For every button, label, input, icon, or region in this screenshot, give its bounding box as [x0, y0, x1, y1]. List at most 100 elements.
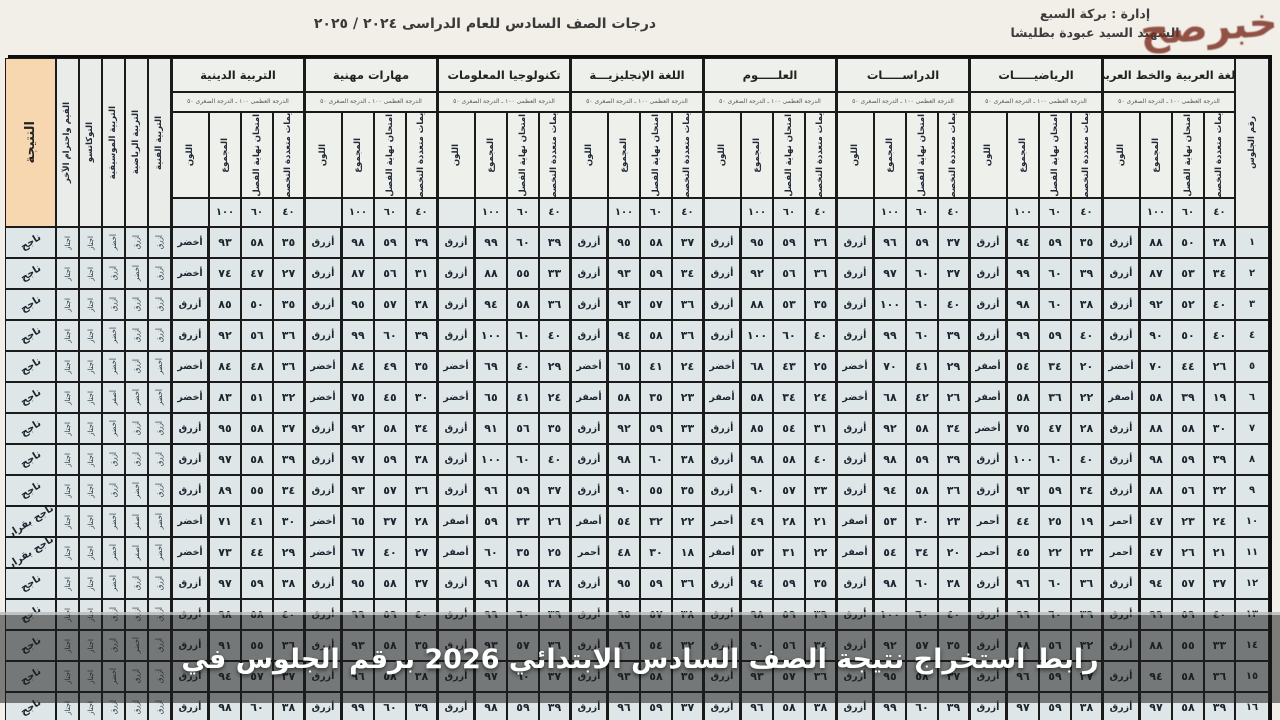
exam-mark-cell: ٥٨	[1172, 692, 1204, 720]
result-text: ناجح	[18, 294, 43, 315]
level-color-cell: أزرق	[969, 444, 1007, 475]
max-mark: ٦٠	[374, 198, 406, 227]
assessment-mark-cell: ٤٠	[539, 320, 570, 351]
level-color-cell: أخضر	[304, 351, 342, 382]
exam-mark-cell: ٥٦	[374, 258, 406, 289]
exam-mark-cell: ٤٢	[906, 382, 938, 413]
subheader-total: المجموع	[475, 112, 507, 198]
total-mark-cell: ٦٥	[475, 382, 507, 413]
exam-mark-cell: ٥٩	[1039, 320, 1071, 351]
activity-mark-cell-label: اجتاز	[86, 297, 95, 312]
assessment-mark-cell: ٣٩	[1071, 258, 1102, 289]
assessment-mark-cell: ٢٥	[805, 351, 836, 382]
level-color-cell: أزرق	[1102, 475, 1140, 506]
exam-mark-cell: ٥٨	[773, 444, 805, 475]
activity-mark-cell: اجتاز	[56, 320, 79, 351]
level-color-cell: أصفر	[703, 382, 741, 413]
level-color-cell: أزرق	[570, 320, 608, 351]
level-color-cell: أصفر	[570, 506, 608, 537]
caption-overlay: رابط استخراج نتيجة الصف السادس الابتدائي…	[0, 612, 1280, 703]
activity-mark-cell-label: اجتاز	[86, 328, 95, 343]
assessment-mark-cell: ٢٤	[1204, 506, 1235, 537]
activity-mark-cell: أخضر	[102, 506, 125, 537]
assessment-mark-cell: ٣٦	[938, 475, 969, 506]
max-mark: ٦٠	[640, 198, 672, 227]
level-color-cell: أصفر	[570, 382, 608, 413]
total-mark-cell: ٩٩	[475, 227, 507, 258]
activity-mark-cell: اجتاز	[79, 351, 102, 382]
assessment-mark-cell: ٣٧	[938, 258, 969, 289]
activity-mark-cell-label: أزرق	[109, 266, 118, 281]
level-color-cell: أزرق	[171, 413, 209, 444]
exam-mark-cell: ٣٤	[906, 537, 938, 568]
total-mark-cell: ٥٨	[1140, 382, 1172, 413]
total-mark-cell: ٩٣	[1007, 475, 1039, 506]
exam-mark-cell: ٣٧	[374, 506, 406, 537]
subheader-exam-label: امتحان نهاية الفصل	[650, 113, 661, 197]
activity-mark-cell: أزرق	[102, 475, 125, 506]
activity-mark-cell-label: أخضر	[155, 544, 164, 561]
assessment-mark-cell: ٣٥	[406, 351, 437, 382]
max-mark: ١٠٠	[741, 198, 773, 227]
activity-mark-cell: اجتاز	[79, 413, 102, 444]
level-color-cell: أزرق	[836, 289, 874, 320]
max-mark: ٦٠	[773, 198, 805, 227]
activity-mark-cell-label: أخضر	[109, 513, 118, 530]
level-color-cell: أزرق	[836, 475, 874, 506]
subheader-exam: امتحان نهاية الفصل	[640, 112, 672, 198]
level-color-cell: أزرق	[836, 413, 874, 444]
subheader-exam: امتحان نهاية الفصل	[241, 112, 273, 198]
activity-header-label: التربية الفنية	[154, 115, 165, 170]
level-color-cell: أزرق	[570, 413, 608, 444]
activity-mark-cell: أزرق	[125, 568, 148, 599]
subheader-exam: امتحان نهاية الفصل	[1172, 112, 1204, 198]
activity-mark-cell: أزرق	[148, 227, 171, 258]
total-mark-cell: ٨٤	[209, 351, 241, 382]
level-color-cell: أزرق	[703, 227, 741, 258]
total-mark-cell: ٨٧	[1140, 258, 1172, 289]
total-mark-cell: ٩٨	[1007, 289, 1039, 320]
exam-mark-cell: ٣٠	[906, 506, 938, 537]
assessment-mark-cell: ٢٣	[1071, 537, 1102, 568]
assessment-mark-cell: ٣٨	[273, 568, 304, 599]
assessment-mark-cell: ٣٥	[672, 475, 703, 506]
activity-mark-cell-label: أزرق	[155, 421, 164, 436]
fine-print: الدرجة العظمى ١٠٠ ـ الدرجة الصغرى ٥٠	[969, 92, 1102, 112]
subheader-color: اللون	[570, 112, 608, 198]
activity-mark-cell: أزرق	[148, 413, 171, 444]
level-color-cell: أزرق	[836, 258, 874, 289]
total-mark-cell: ٩٤	[874, 475, 906, 506]
activity-mark-cell-label: أزرق	[132, 328, 141, 343]
max-mark: ١٠٠	[1007, 198, 1039, 227]
result-cell: ناجح	[5, 351, 56, 382]
activity-header-label: التوكاتسو	[85, 122, 96, 163]
level-color-cell: أزرق	[969, 320, 1007, 351]
activity-mark-cell-label: اجتاز	[86, 483, 95, 498]
activity-mark-cell: أصفر	[125, 537, 148, 568]
total-mark-cell: ٨٥	[741, 413, 773, 444]
seat-number-cell: ٧	[1235, 413, 1269, 444]
assessment-mark-cell: ٣٦	[672, 289, 703, 320]
result-header: النتيجة	[5, 58, 56, 227]
assessment-mark-cell: ٢٥	[539, 537, 570, 568]
activity-mark-cell-label: أخضر	[155, 358, 164, 375]
subheader-color: اللون	[836, 112, 874, 198]
result-cell: ناجح	[5, 568, 56, 599]
activity-mark-cell-label: اجتاز	[63, 266, 72, 281]
level-color-cell: أزرق	[1102, 444, 1140, 475]
total-mark-cell: ٦٠	[475, 537, 507, 568]
activity-header: القيم واحترام الآخر	[56, 58, 79, 227]
exam-mark-cell: ٢٣	[1172, 506, 1204, 537]
fine-print: الدرجة العظمى ١٠٠ ـ الدرجة الصغرى ٥٠	[171, 92, 304, 112]
exam-mark-cell: ٤٩	[374, 351, 406, 382]
exam-mark-cell: ٥٨	[507, 289, 539, 320]
total-mark-cell: ٩٢	[1140, 289, 1172, 320]
total-mark-cell: ٩٩	[1007, 258, 1039, 289]
level-color-cell: أزرق	[703, 413, 741, 444]
assessment-mark-cell: ٢٩	[273, 537, 304, 568]
subheader-exam-label: امتحان نهاية الفصل	[384, 113, 395, 197]
total-mark-cell: ١٠٠	[475, 320, 507, 351]
total-mark-cell: ١٠٠	[741, 320, 773, 351]
activity-mark-cell: أخضر	[102, 351, 125, 382]
level-color-cell: أحمر	[1102, 506, 1140, 537]
